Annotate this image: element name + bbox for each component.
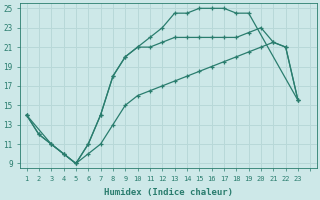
X-axis label: Humidex (Indice chaleur): Humidex (Indice chaleur) xyxy=(104,188,233,197)
